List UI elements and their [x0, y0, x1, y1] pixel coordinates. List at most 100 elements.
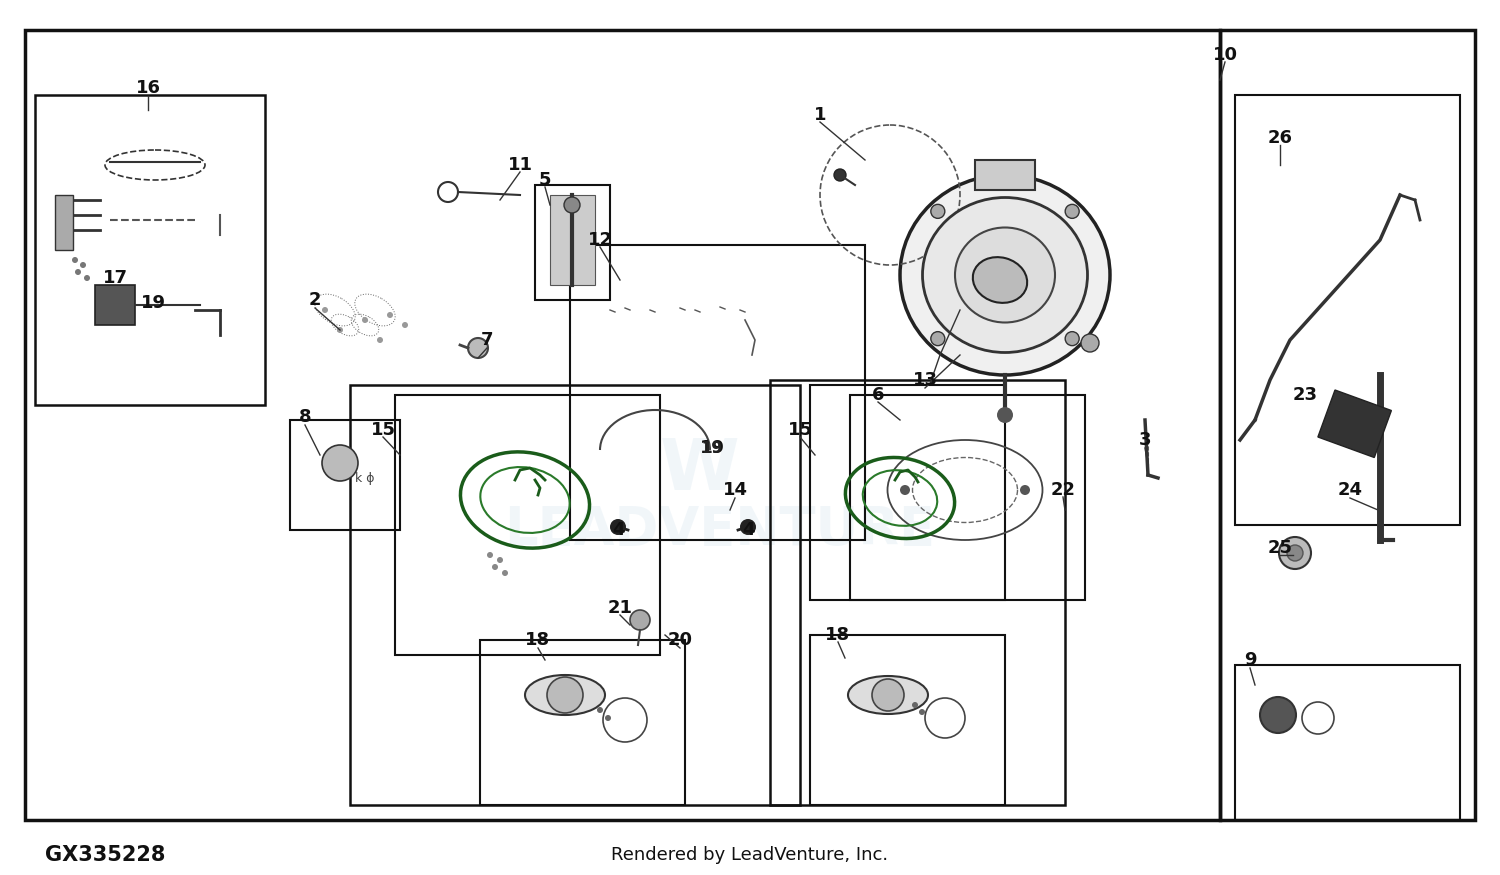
Circle shape: [932, 332, 945, 346]
Circle shape: [1082, 334, 1100, 352]
Circle shape: [362, 317, 368, 323]
Circle shape: [488, 552, 494, 558]
Text: 17: 17: [102, 269, 128, 287]
Text: 16: 16: [135, 79, 160, 97]
Text: 6: 6: [871, 386, 883, 404]
Text: 19: 19: [141, 294, 165, 312]
Ellipse shape: [956, 228, 1054, 323]
Bar: [1220, 30, 1474, 820]
Text: 20: 20: [668, 631, 693, 649]
Circle shape: [1065, 205, 1078, 219]
Bar: [570, 245, 866, 540]
Circle shape: [998, 407, 1012, 423]
Text: 18: 18: [825, 626, 850, 644]
Circle shape: [548, 677, 584, 713]
Circle shape: [72, 257, 78, 263]
Circle shape: [920, 709, 926, 715]
Circle shape: [338, 327, 344, 333]
Text: 13: 13: [912, 371, 938, 389]
Circle shape: [75, 269, 81, 275]
Text: 19: 19: [702, 440, 723, 456]
Circle shape: [322, 445, 358, 481]
Text: LEADVENTURE: LEADVENTURE: [504, 504, 936, 556]
Text: 9: 9: [1244, 651, 1256, 669]
Text: 4: 4: [612, 521, 624, 539]
Circle shape: [610, 519, 626, 535]
Circle shape: [740, 519, 756, 535]
Text: 1: 1: [813, 106, 826, 124]
Bar: [1234, 95, 1460, 525]
Text: 24: 24: [1338, 481, 1362, 499]
Text: 10: 10: [1212, 46, 1237, 64]
Text: 8: 8: [298, 408, 312, 426]
Bar: [810, 635, 1005, 805]
Text: 22: 22: [1050, 481, 1076, 499]
Circle shape: [1287, 545, 1304, 561]
Text: k ɸ: k ɸ: [356, 472, 375, 485]
Circle shape: [564, 197, 580, 213]
Circle shape: [871, 679, 904, 711]
Bar: [770, 380, 1065, 805]
Circle shape: [900, 485, 910, 495]
Text: 7: 7: [480, 331, 494, 349]
Text: 26: 26: [1268, 129, 1293, 147]
Circle shape: [1260, 697, 1296, 733]
Text: 18: 18: [525, 631, 550, 649]
Text: 2: 2: [309, 291, 321, 309]
Bar: [350, 385, 800, 805]
Circle shape: [630, 610, 650, 630]
Text: 23: 23: [1293, 386, 1317, 404]
Circle shape: [468, 338, 488, 358]
Text: 19: 19: [699, 439, 724, 457]
Text: 12: 12: [588, 231, 612, 249]
Text: 25: 25: [1268, 539, 1293, 557]
Text: W: W: [660, 436, 740, 505]
Circle shape: [84, 275, 90, 281]
Bar: [850, 395, 1084, 600]
Circle shape: [1280, 537, 1311, 569]
Circle shape: [932, 205, 945, 219]
Circle shape: [1020, 485, 1031, 495]
Ellipse shape: [525, 675, 605, 715]
Bar: [480, 640, 686, 805]
Ellipse shape: [847, 676, 928, 714]
Text: 14: 14: [723, 481, 747, 499]
Bar: [1318, 390, 1392, 458]
Bar: [94, 285, 135, 325]
Circle shape: [597, 707, 603, 713]
Text: 15: 15: [370, 421, 396, 439]
Circle shape: [496, 557, 502, 563]
Circle shape: [387, 312, 393, 318]
Bar: [290, 420, 400, 530]
Text: 4: 4: [741, 521, 754, 539]
Bar: [810, 385, 1005, 600]
Bar: [56, 195, 74, 250]
Bar: [536, 185, 610, 300]
Circle shape: [912, 702, 918, 708]
Circle shape: [503, 570, 509, 576]
Circle shape: [1065, 332, 1078, 346]
Circle shape: [322, 307, 328, 313]
Bar: [34, 95, 266, 405]
Bar: [975, 160, 1035, 190]
Circle shape: [402, 322, 408, 328]
Text: 21: 21: [608, 599, 633, 617]
Circle shape: [604, 715, 610, 721]
Text: GX335228: GX335228: [45, 845, 165, 865]
Bar: [550, 195, 596, 285]
Circle shape: [834, 169, 846, 181]
Ellipse shape: [974, 257, 1028, 303]
Bar: [394, 395, 660, 655]
Text: Rendered by LeadVenture, Inc.: Rendered by LeadVenture, Inc.: [612, 846, 888, 864]
Circle shape: [492, 564, 498, 570]
Bar: [26, 30, 1220, 820]
Text: 15: 15: [788, 421, 813, 439]
Ellipse shape: [900, 175, 1110, 375]
Bar: [1234, 665, 1460, 820]
Circle shape: [376, 337, 382, 343]
Text: 11: 11: [507, 156, 532, 174]
Circle shape: [80, 262, 86, 268]
Ellipse shape: [922, 198, 1088, 353]
Text: 3: 3: [1138, 431, 1150, 449]
Text: 5: 5: [538, 171, 550, 189]
